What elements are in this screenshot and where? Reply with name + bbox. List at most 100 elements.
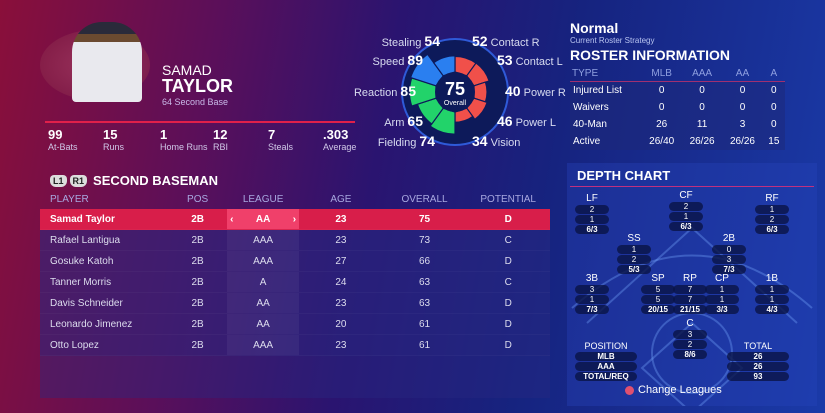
depth-position-cp[interactable]: CP 1 1 3/3 bbox=[705, 273, 739, 315]
cell-potential: D bbox=[504, 255, 512, 267]
table-row[interactable]: Gosuke Katoh 2B AAA 27 66 D bbox=[40, 251, 550, 272]
cell-age: 23 bbox=[335, 297, 347, 309]
roster-cell: 40-Man bbox=[570, 115, 642, 133]
stat-value: 1 bbox=[160, 127, 168, 142]
rating-value: 34 bbox=[472, 133, 488, 149]
cell-potential: D bbox=[504, 318, 512, 330]
cell-potential: D bbox=[504, 297, 512, 309]
depth-position-rp[interactable]: RP 7 7 21/15 bbox=[673, 273, 707, 315]
total-label: TOTAL bbox=[743, 341, 773, 351]
r1-button[interactable]: R1 bbox=[69, 174, 88, 187]
depth-position-1b[interactable]: 1B 1 1 4/3 bbox=[755, 273, 789, 315]
position-name: CP bbox=[715, 273, 729, 284]
chevron-right-icon[interactable]: › bbox=[292, 213, 297, 225]
rating-value: 74 bbox=[419, 133, 435, 149]
position-count: 20/15 bbox=[641, 305, 675, 314]
position-count: 1 bbox=[669, 212, 703, 221]
position-count: 7 bbox=[673, 295, 707, 304]
chevron-left-icon[interactable]: ‹ bbox=[230, 213, 234, 225]
stat-label: At-Bats bbox=[48, 142, 78, 152]
depth-position-ss[interactable]: SS 1 2 5/3 bbox=[617, 233, 651, 275]
league-cell[interactable]: ‹ AA › bbox=[227, 209, 300, 229]
player-portrait bbox=[72, 22, 142, 102]
roster-row: Injured List 0 0 0 0 bbox=[570, 81, 785, 99]
roster-cell: Injured List bbox=[570, 81, 642, 99]
stat-item: 12 RBI bbox=[213, 127, 228, 152]
cell-player: Leonardo Jimenez bbox=[50, 318, 133, 330]
table-row[interactable]: Samad Taylor 2B ‹ AA › 23 75 D bbox=[40, 209, 550, 230]
roster-cell: 0 bbox=[641, 81, 682, 99]
change-leagues-button[interactable]: Change Leagues bbox=[625, 384, 722, 396]
depth-position-lf[interactable]: LF 2 1 6/3 bbox=[575, 193, 609, 235]
empty-row bbox=[40, 356, 550, 377]
roster-header: AAA bbox=[681, 66, 723, 82]
rating-value: 89 bbox=[407, 52, 423, 68]
position-count: 6/3 bbox=[575, 225, 609, 234]
position-name: 2B bbox=[722, 233, 736, 244]
cell-overall: 61 bbox=[418, 318, 431, 330]
rating-label: 34 Vision bbox=[472, 133, 520, 149]
position-count: 5 bbox=[641, 285, 675, 294]
total-row-value: 26 bbox=[727, 352, 789, 361]
table-row[interactable]: Otto Lopez 2B AAA 23 61 D bbox=[40, 335, 550, 356]
roster-strategy: Normal bbox=[570, 20, 619, 36]
table-row[interactable]: Davis Schneider 2B AA 23 63 D bbox=[40, 293, 550, 314]
rating-wedge-speed bbox=[409, 53, 444, 87]
position-count: 6/3 bbox=[755, 225, 789, 234]
roster-cell: 26 bbox=[641, 115, 682, 133]
position-count: 5/3 bbox=[617, 265, 651, 274]
roster-cell: 0 bbox=[722, 98, 763, 116]
league-value: A bbox=[259, 276, 267, 288]
column-header-age: AGE bbox=[330, 194, 352, 205]
position-row-label: TOTAL/REQ bbox=[575, 372, 637, 381]
rating-value: 65 bbox=[407, 113, 423, 129]
roster-cell: 0 bbox=[641, 98, 682, 116]
column-header-potential: POTENTIAL bbox=[480, 194, 536, 205]
roster-header: MLB bbox=[641, 66, 682, 82]
rating-label: Reaction 85 bbox=[354, 83, 416, 99]
cell-potential: D bbox=[504, 213, 512, 225]
league-value: AAA bbox=[253, 234, 274, 246]
change-leagues-label: Change Leagues bbox=[638, 384, 722, 396]
depth-position-2b[interactable]: 2B 0 3 7/3 bbox=[712, 233, 746, 275]
position-count: 2 bbox=[575, 205, 609, 214]
league-value: AAA bbox=[253, 255, 274, 267]
table-row[interactable]: Leonardo Jimenez 2B AA 20 61 D bbox=[40, 314, 550, 335]
roster-cell: 0 bbox=[681, 81, 723, 99]
stat-item: 7 Steals bbox=[268, 127, 293, 152]
rating-label: Arm 65 bbox=[384, 113, 423, 129]
column-header-overall: OVERALL bbox=[401, 194, 448, 205]
stat-value: 7 bbox=[268, 127, 276, 142]
rating-name: Power R bbox=[523, 87, 566, 99]
depth-position-cf[interactable]: CF 2 1 6/3 bbox=[669, 190, 703, 232]
depth-position-3b[interactable]: 3B 3 1 7/3 bbox=[575, 273, 609, 315]
stat-label: RBI bbox=[213, 142, 229, 152]
depth-position-sp[interactable]: SP 5 5 20/15 bbox=[641, 273, 675, 315]
league-cell: AA bbox=[227, 314, 300, 334]
stat-item: .303 Average bbox=[323, 127, 356, 152]
section-title: SECOND BASEMAN bbox=[93, 173, 218, 188]
roster-cell: Waivers bbox=[570, 98, 642, 116]
depth-position-rf[interactable]: RF 1 2 6/3 bbox=[755, 193, 789, 235]
table-row[interactable]: Rafael Lantigua 2B AAA 23 73 C bbox=[40, 230, 550, 251]
roster-cell: 0 bbox=[762, 98, 785, 116]
cell-pos: 2B bbox=[191, 297, 204, 309]
section-header: L1 R1 SECOND BASEMAN bbox=[50, 173, 218, 188]
position-count: 5 bbox=[641, 295, 675, 304]
table-row[interactable]: Tanner Morris 2B A 24 63 C bbox=[40, 272, 550, 293]
roster-cell: 11 bbox=[681, 115, 723, 133]
roster-row: Active 26/40 26/26 26/26 15 bbox=[570, 132, 785, 150]
league-cell: AA bbox=[227, 293, 300, 313]
position-name: C bbox=[686, 318, 694, 329]
rating-name: Power L bbox=[515, 117, 556, 129]
roster-row: Waivers 0 0 0 0 bbox=[570, 98, 785, 116]
player-number-position: 64 Second Base bbox=[162, 97, 229, 107]
position-count: 1 bbox=[575, 295, 609, 304]
stat-value: 15 bbox=[103, 127, 118, 142]
cell-potential: C bbox=[504, 276, 512, 288]
l1-button[interactable]: L1 bbox=[50, 174, 67, 187]
depth-position-c[interactable]: C 3 2 8/6 bbox=[673, 318, 707, 360]
rating-name: Arm bbox=[384, 117, 405, 129]
cell-overall: 73 bbox=[418, 234, 431, 246]
cell-age: 23 bbox=[335, 339, 347, 351]
